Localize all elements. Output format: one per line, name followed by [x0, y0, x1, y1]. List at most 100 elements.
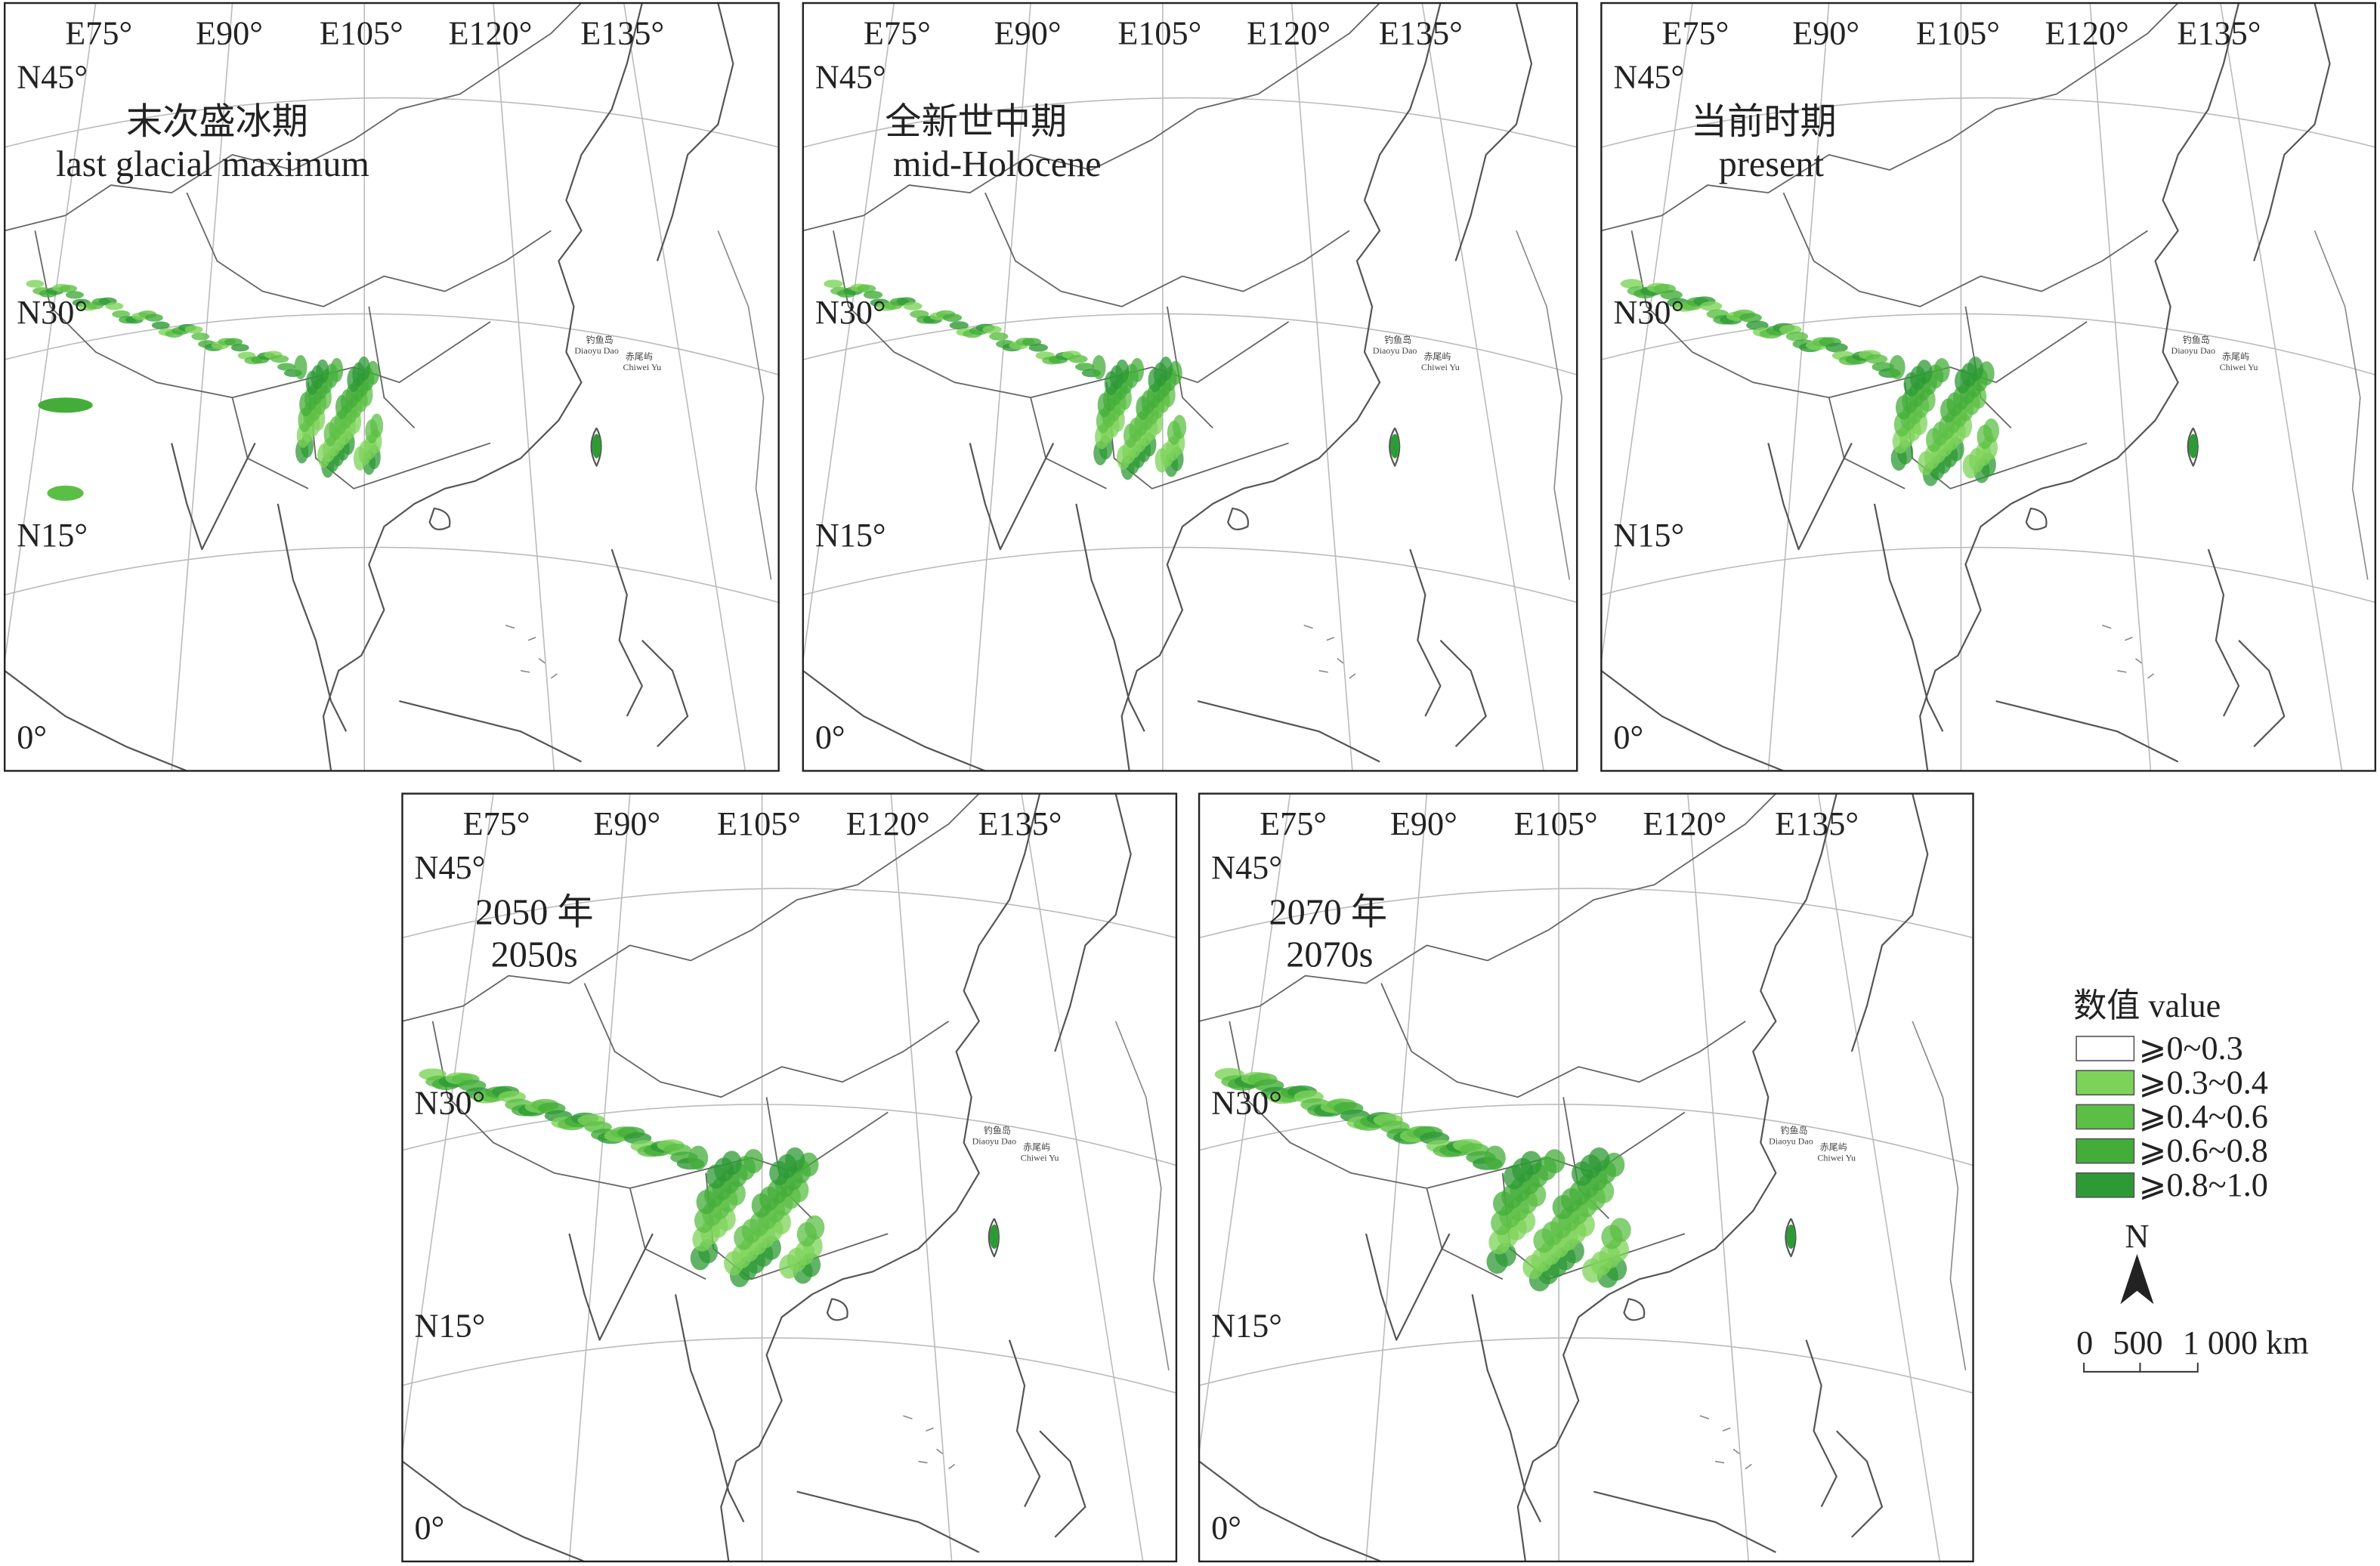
longitude-label: E135° [1379, 14, 1463, 51]
habitat-patch [335, 394, 349, 420]
habitat-patch [1918, 451, 1934, 476]
habitat-patch [751, 1193, 771, 1218]
longitude-label: E90° [1792, 14, 1859, 51]
latitude-label: 0° [1211, 1509, 1241, 1546]
island-label: Diaoyu Dao [1373, 345, 1417, 356]
habitat-patch [1104, 371, 1118, 396]
legend-label: ⩾0.3~0.4 [2138, 1064, 2267, 1101]
habitat-patch [688, 1145, 709, 1170]
habitat-patch [1486, 1249, 1508, 1274]
latitude-label: N15° [17, 517, 88, 554]
habitat-patch [1116, 445, 1131, 470]
habitat-patch [1154, 448, 1169, 473]
map-area [5, 3, 779, 771]
map-panel: E75° E90° E105° E120° E135° N45° N30° N15° 0° 205… [401, 792, 1178, 1563]
panel-title-zh: 2050 年 [475, 892, 594, 932]
scale-bar [2083, 1362, 2199, 1373]
latitude-label: 0° [17, 718, 47, 755]
habitat-patch [769, 1160, 790, 1185]
habitat-patch [317, 443, 331, 468]
habitat-patch [365, 419, 379, 444]
map-area [1199, 793, 1974, 1561]
habitat-patch [1075, 363, 1095, 372]
suitable-area [419, 1068, 999, 1287]
habitat-patch [796, 1222, 817, 1246]
habitat-patch [1504, 1165, 1525, 1190]
habitat-patch [59, 284, 78, 293]
island-label: 钓鱼岛 [1384, 334, 1411, 345]
longitude-label: E75° [463, 805, 530, 842]
habitat-patch [353, 446, 366, 471]
panel-border [1198, 792, 1974, 1563]
longitude-label: E105° [1117, 14, 1201, 51]
legend-swatch [2076, 1104, 2135, 1130]
latitude-label: N30° [815, 294, 886, 331]
habitat-patch [1097, 393, 1111, 418]
latitude-label: N45° [17, 59, 88, 96]
longitude-label: E120° [2045, 14, 2129, 51]
map-area [402, 793, 1176, 1561]
panel-title-en: mid-Holocene [893, 144, 1102, 184]
latitude-label: 0° [1613, 718, 1643, 755]
longitude-label: E105° [717, 805, 801, 842]
map-panel: E75° E90° E105° E120° E135° N45° N30° N15° 0° 全新世… [802, 2, 1578, 772]
longitude-label: E120° [449, 14, 533, 51]
habitat-patch [1926, 428, 1943, 453]
habitat-patch [2188, 434, 2198, 459]
habitat-patch [145, 314, 163, 322]
habitat-patch [1552, 1194, 1574, 1219]
map-panel: E75° E90° E105° E120° E135° N45° N30° N15° 0° 当前时… [1600, 2, 2377, 772]
legend-label: ⩾0~0.3 [2138, 1030, 2242, 1067]
habitat-patch [1785, 332, 1809, 341]
habitat-patch [1962, 454, 1979, 479]
longitude-label: E135° [2177, 14, 2261, 51]
habitat-patch [47, 485, 84, 501]
longitude-label: E75° [1661, 14, 1729, 51]
habitat-patch [1940, 398, 1957, 423]
longitude-label: E135° [978, 805, 1062, 842]
suitable-area [1620, 279, 2198, 486]
latitude-label: N15° [1211, 1308, 1282, 1345]
latitude-label: N45° [815, 59, 886, 96]
habitat-patch [294, 355, 308, 380]
habitat-patch [26, 280, 45, 288]
island-label: Chiwei Yu [1021, 1153, 1059, 1163]
panel-title-zh: 2070 年 [1269, 892, 1387, 932]
island-label: Chiwei Yu [1817, 1153, 1856, 1163]
habitat-patch [982, 325, 1002, 334]
habitat-patch [1028, 343, 1049, 352]
panel-border [802, 2, 1578, 772]
habitat-patch [151, 321, 170, 329]
habitat-patch [270, 355, 289, 363]
longitude-label: E90° [1390, 805, 1457, 842]
map-area [1601, 3, 2375, 771]
panel-title-en: 2050s [491, 935, 578, 975]
habitat-patch [1825, 342, 1848, 353]
legend: 数值 value ⩾0~0.3⩾0.3~0.4⩾0.4~0.6⩾0.6~0.8⩾0… [2073, 987, 2309, 1373]
habitat-patch [949, 321, 969, 330]
habitat-patch [299, 392, 313, 417]
suitable-area [824, 280, 1400, 480]
habitat-patch [1167, 420, 1181, 445]
panel-title-zh: 全新世中期 [885, 102, 1067, 142]
habitat-patch [277, 363, 296, 371]
habitat-patch [105, 302, 124, 310]
map-area [802, 3, 1578, 771]
map-panel: E75° E90° E105° E120° E135° N45° N30° N15° 0° 207… [1198, 792, 1974, 1563]
latitude-label: N45° [1211, 849, 1282, 886]
island-label: Diaoyu Dao [2171, 345, 2215, 356]
habitat-patch [863, 290, 883, 299]
habitat-patch [724, 1251, 744, 1276]
panel-title-zh: 末次盛冰期 [126, 102, 308, 142]
longitude-label: E90° [994, 14, 1062, 51]
panel-title-en: 2070s [1286, 935, 1373, 975]
island-label: 钓鱼岛 [984, 1125, 1011, 1136]
habitat-patch [1739, 313, 1762, 323]
habitat-patch [65, 291, 84, 299]
scale-label: 0 [2076, 1324, 2093, 1361]
panel-title-en: last glacial maximum [56, 144, 369, 184]
longitude-label: E105° [1916, 14, 2000, 51]
habitat-patch [1484, 1145, 1506, 1170]
habitat-patch [1092, 355, 1106, 380]
island-label: 钓鱼岛 [1780, 1125, 1807, 1136]
